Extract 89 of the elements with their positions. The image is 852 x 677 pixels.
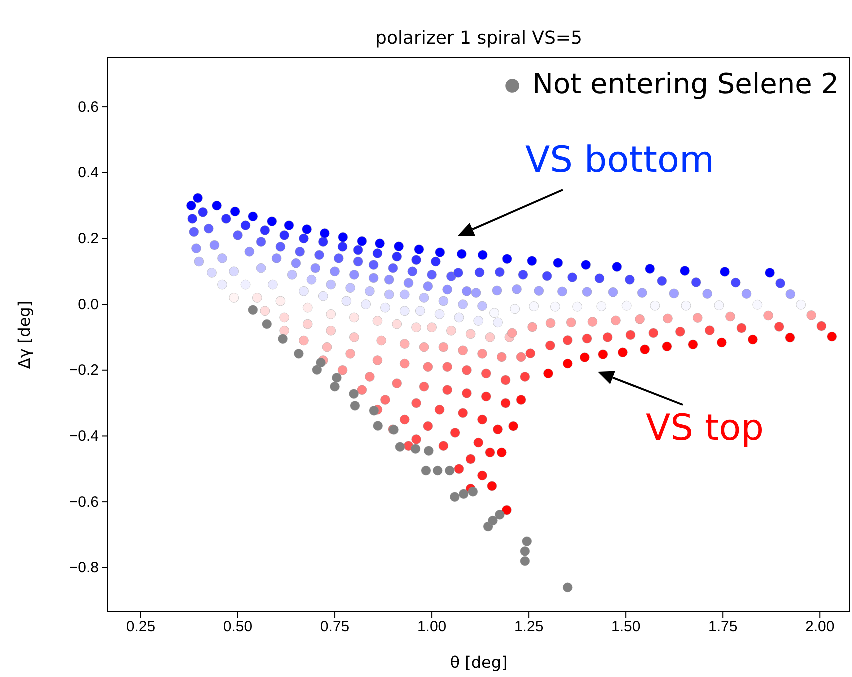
point bbox=[442, 385, 452, 396]
point bbox=[400, 414, 410, 425]
y-tick-label: −0.4 bbox=[69, 428, 99, 446]
point bbox=[500, 398, 511, 408]
point bbox=[350, 332, 360, 342]
point bbox=[478, 470, 488, 481]
point bbox=[350, 401, 360, 411]
annotation: VS top bbox=[646, 408, 764, 449]
y-tick-label: −0.2 bbox=[69, 362, 99, 380]
point bbox=[395, 442, 406, 452]
point bbox=[522, 536, 532, 546]
x-tick-label: 1.50 bbox=[611, 618, 641, 636]
point bbox=[458, 489, 469, 500]
point bbox=[493, 424, 503, 435]
point bbox=[516, 395, 526, 405]
annotation: VS bottom bbox=[525, 140, 715, 181]
point bbox=[330, 382, 340, 392]
point bbox=[240, 280, 251, 290]
point bbox=[400, 339, 410, 349]
point bbox=[488, 516, 498, 526]
point bbox=[458, 408, 468, 418]
point bbox=[444, 466, 455, 476]
point bbox=[349, 389, 359, 399]
point bbox=[412, 434, 422, 444]
point bbox=[412, 398, 422, 408]
point bbox=[419, 382, 430, 392]
point bbox=[520, 546, 530, 556]
point bbox=[380, 395, 390, 405]
point bbox=[468, 486, 478, 497]
y-tick-label: 0.6 bbox=[78, 98, 99, 116]
point bbox=[562, 582, 573, 593]
point bbox=[487, 481, 498, 492]
y-tick-label: 0.0 bbox=[78, 296, 99, 314]
point bbox=[454, 464, 464, 474]
point bbox=[248, 305, 258, 316]
point bbox=[496, 448, 507, 458]
x-tick-label: 1.00 bbox=[417, 618, 447, 636]
y-tick-label: 0.4 bbox=[78, 164, 99, 182]
point bbox=[302, 302, 313, 313]
x-tick-label: 1.75 bbox=[708, 618, 738, 636]
point bbox=[350, 312, 360, 323]
point bbox=[432, 466, 443, 476]
point bbox=[278, 334, 288, 344]
x-tick-label: 0.75 bbox=[320, 618, 350, 636]
x-axis-title: θ [deg] bbox=[450, 653, 508, 672]
y-tick-label: −0.6 bbox=[69, 494, 99, 511]
y-tick-label: −0.8 bbox=[69, 560, 99, 577]
point bbox=[229, 293, 240, 303]
point bbox=[495, 510, 505, 520]
point bbox=[450, 428, 460, 438]
point bbox=[294, 349, 304, 359]
point bbox=[424, 446, 434, 456]
point bbox=[302, 319, 313, 330]
x-tick-label: 0.50 bbox=[223, 618, 253, 636]
x-tick-label: 2.00 bbox=[806, 618, 835, 636]
point bbox=[520, 372, 530, 382]
point bbox=[438, 441, 449, 452]
point bbox=[450, 492, 460, 502]
point bbox=[312, 365, 322, 375]
x-tick-label: 1.25 bbox=[514, 618, 544, 636]
point bbox=[481, 392, 492, 402]
point bbox=[369, 406, 380, 416]
legend-label: Not entering Selene 2 bbox=[532, 68, 840, 101]
point bbox=[373, 421, 384, 431]
point bbox=[410, 444, 421, 454]
point bbox=[372, 356, 383, 366]
point bbox=[462, 388, 472, 398]
point bbox=[478, 414, 488, 425]
point bbox=[485, 332, 496, 342]
point bbox=[520, 556, 530, 566]
point bbox=[462, 365, 472, 376]
point bbox=[365, 372, 375, 382]
point bbox=[466, 454, 476, 464]
x-tick-label: 0.25 bbox=[126, 618, 156, 636]
y-tick-label: 0.2 bbox=[78, 230, 99, 248]
point bbox=[316, 358, 326, 368]
point bbox=[276, 296, 286, 306]
point bbox=[458, 346, 468, 356]
point bbox=[262, 319, 272, 330]
point bbox=[508, 421, 518, 432]
chart-title: polarizer 1 spiral VS=5 bbox=[376, 28, 582, 49]
point bbox=[299, 336, 309, 346]
y-axis-title: Δγ [deg] bbox=[15, 300, 34, 370]
point bbox=[392, 378, 402, 388]
point bbox=[485, 448, 496, 458]
point bbox=[421, 466, 432, 476]
point bbox=[466, 329, 476, 340]
point bbox=[332, 373, 342, 383]
point bbox=[474, 438, 484, 448]
